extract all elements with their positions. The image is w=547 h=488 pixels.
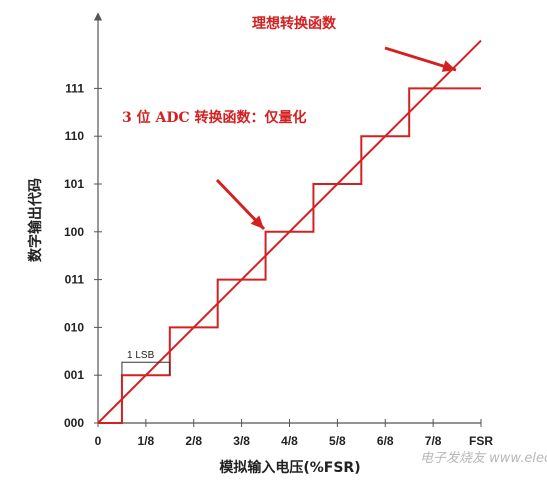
y-tick-label: 101 bbox=[64, 177, 84, 191]
x-tick-label: 4/8 bbox=[281, 434, 298, 448]
annotations: 理想转换函数 3 位 ADC 转换函数：仅量化 1 LSB 模拟输入电压(%FS… bbox=[27, 15, 547, 476]
x-tick-label: FSR bbox=[469, 434, 493, 448]
y-axis-title: 数字输出代码 bbox=[27, 178, 44, 262]
watermark: 电子发烧友 www.elecfans.com bbox=[420, 451, 547, 466]
x-tick-label: 6/8 bbox=[377, 434, 394, 448]
x-tick-label: 7/8 bbox=[425, 434, 442, 448]
y-tick-label: 100 bbox=[64, 225, 84, 239]
adc-pointer-arrow-head bbox=[250, 215, 264, 229]
y-tick-label: 010 bbox=[64, 320, 84, 334]
lsb-bracket bbox=[121, 361, 171, 376]
y-tick-label: 011 bbox=[65, 273, 85, 287]
ideal-pointer-arrow-head bbox=[441, 60, 456, 72]
adc-staircase-line bbox=[98, 87, 481, 424]
y-tick-label: 111 bbox=[65, 81, 84, 95]
adc-function-label: 3 位 ADC 转换函数：仅量化 bbox=[122, 109, 307, 126]
x-tick-label: 0 bbox=[95, 434, 102, 448]
lsb-label: 1 LSB bbox=[127, 350, 155, 361]
x-tick-label: 5/8 bbox=[329, 434, 346, 448]
x-tick-label: 2/8 bbox=[185, 434, 202, 448]
y-tick-label: 000 bbox=[64, 416, 84, 430]
y-tick-label: 001 bbox=[64, 368, 84, 382]
x-tick-label: 1/8 bbox=[138, 434, 155, 448]
x-axis-title: 模拟输入电压(%FSR) bbox=[219, 459, 360, 476]
series bbox=[97, 39, 482, 424]
x-tick-label: 3/8 bbox=[233, 434, 250, 448]
y-tick-label: 110 bbox=[65, 129, 85, 143]
axes bbox=[93, 12, 482, 427]
ideal-function-label: 理想转换函数 bbox=[252, 15, 337, 32]
